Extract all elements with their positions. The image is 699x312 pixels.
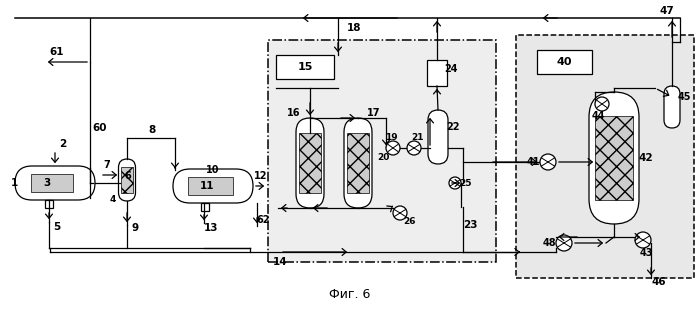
Text: 6: 6 (124, 171, 131, 181)
Text: 14: 14 (273, 257, 287, 267)
Bar (537, 50, 592, 74)
Text: 41: 41 (526, 157, 540, 167)
FancyBboxPatch shape (119, 159, 136, 201)
Text: 21: 21 (411, 133, 424, 142)
Text: 47: 47 (660, 6, 675, 16)
Bar (276, 55, 334, 79)
Text: 45: 45 (677, 92, 691, 102)
Bar (268, 40, 496, 262)
Text: 61: 61 (50, 47, 64, 57)
Text: 9: 9 (131, 223, 138, 233)
Text: 42: 42 (639, 153, 654, 163)
Text: 17: 17 (367, 108, 381, 118)
Text: 46: 46 (651, 277, 666, 287)
Text: 22: 22 (446, 122, 460, 132)
Text: 5: 5 (53, 222, 61, 232)
FancyBboxPatch shape (428, 110, 448, 164)
FancyBboxPatch shape (15, 166, 95, 200)
Text: 43: 43 (640, 248, 653, 258)
Text: 26: 26 (404, 217, 416, 226)
Text: 12: 12 (254, 171, 268, 181)
Bar (31, 174, 73, 192)
Text: 10: 10 (206, 165, 219, 175)
Text: 23: 23 (463, 220, 477, 230)
Bar (121, 167, 133, 193)
Bar (45, 200, 53, 208)
Text: 48: 48 (542, 238, 556, 248)
Bar (516, 35, 694, 278)
Circle shape (386, 141, 400, 155)
FancyBboxPatch shape (296, 118, 324, 208)
Circle shape (407, 141, 421, 155)
Text: 20: 20 (377, 154, 389, 163)
Text: 13: 13 (203, 223, 218, 233)
Text: Фиг. 6: Фиг. 6 (329, 289, 370, 301)
Bar (299, 133, 321, 193)
FancyBboxPatch shape (589, 92, 639, 224)
Text: 11: 11 (200, 181, 215, 191)
Bar (595, 116, 633, 200)
Circle shape (540, 154, 556, 170)
Text: 7: 7 (103, 160, 110, 170)
Circle shape (393, 206, 407, 220)
Circle shape (449, 177, 461, 189)
Bar (427, 60, 447, 86)
Text: 4: 4 (110, 196, 116, 204)
FancyBboxPatch shape (173, 169, 253, 203)
Text: 16: 16 (287, 108, 301, 118)
FancyBboxPatch shape (344, 118, 372, 208)
Bar (188, 177, 233, 195)
Bar (201, 203, 209, 211)
Text: 40: 40 (556, 57, 572, 67)
Text: 8: 8 (148, 125, 156, 135)
Circle shape (635, 232, 651, 248)
Text: 3: 3 (43, 178, 50, 188)
Text: 2: 2 (59, 139, 66, 149)
Circle shape (556, 235, 572, 251)
Circle shape (595, 97, 609, 111)
Text: 18: 18 (347, 23, 361, 33)
Text: 62: 62 (257, 215, 270, 225)
Text: 25: 25 (460, 178, 473, 188)
Text: 1: 1 (10, 178, 17, 188)
Text: 15: 15 (297, 62, 312, 72)
Text: 24: 24 (445, 64, 458, 74)
Text: 60: 60 (93, 123, 107, 133)
Bar (347, 133, 369, 193)
Text: 19: 19 (384, 133, 397, 142)
FancyBboxPatch shape (664, 86, 680, 128)
Text: 44: 44 (591, 111, 605, 121)
